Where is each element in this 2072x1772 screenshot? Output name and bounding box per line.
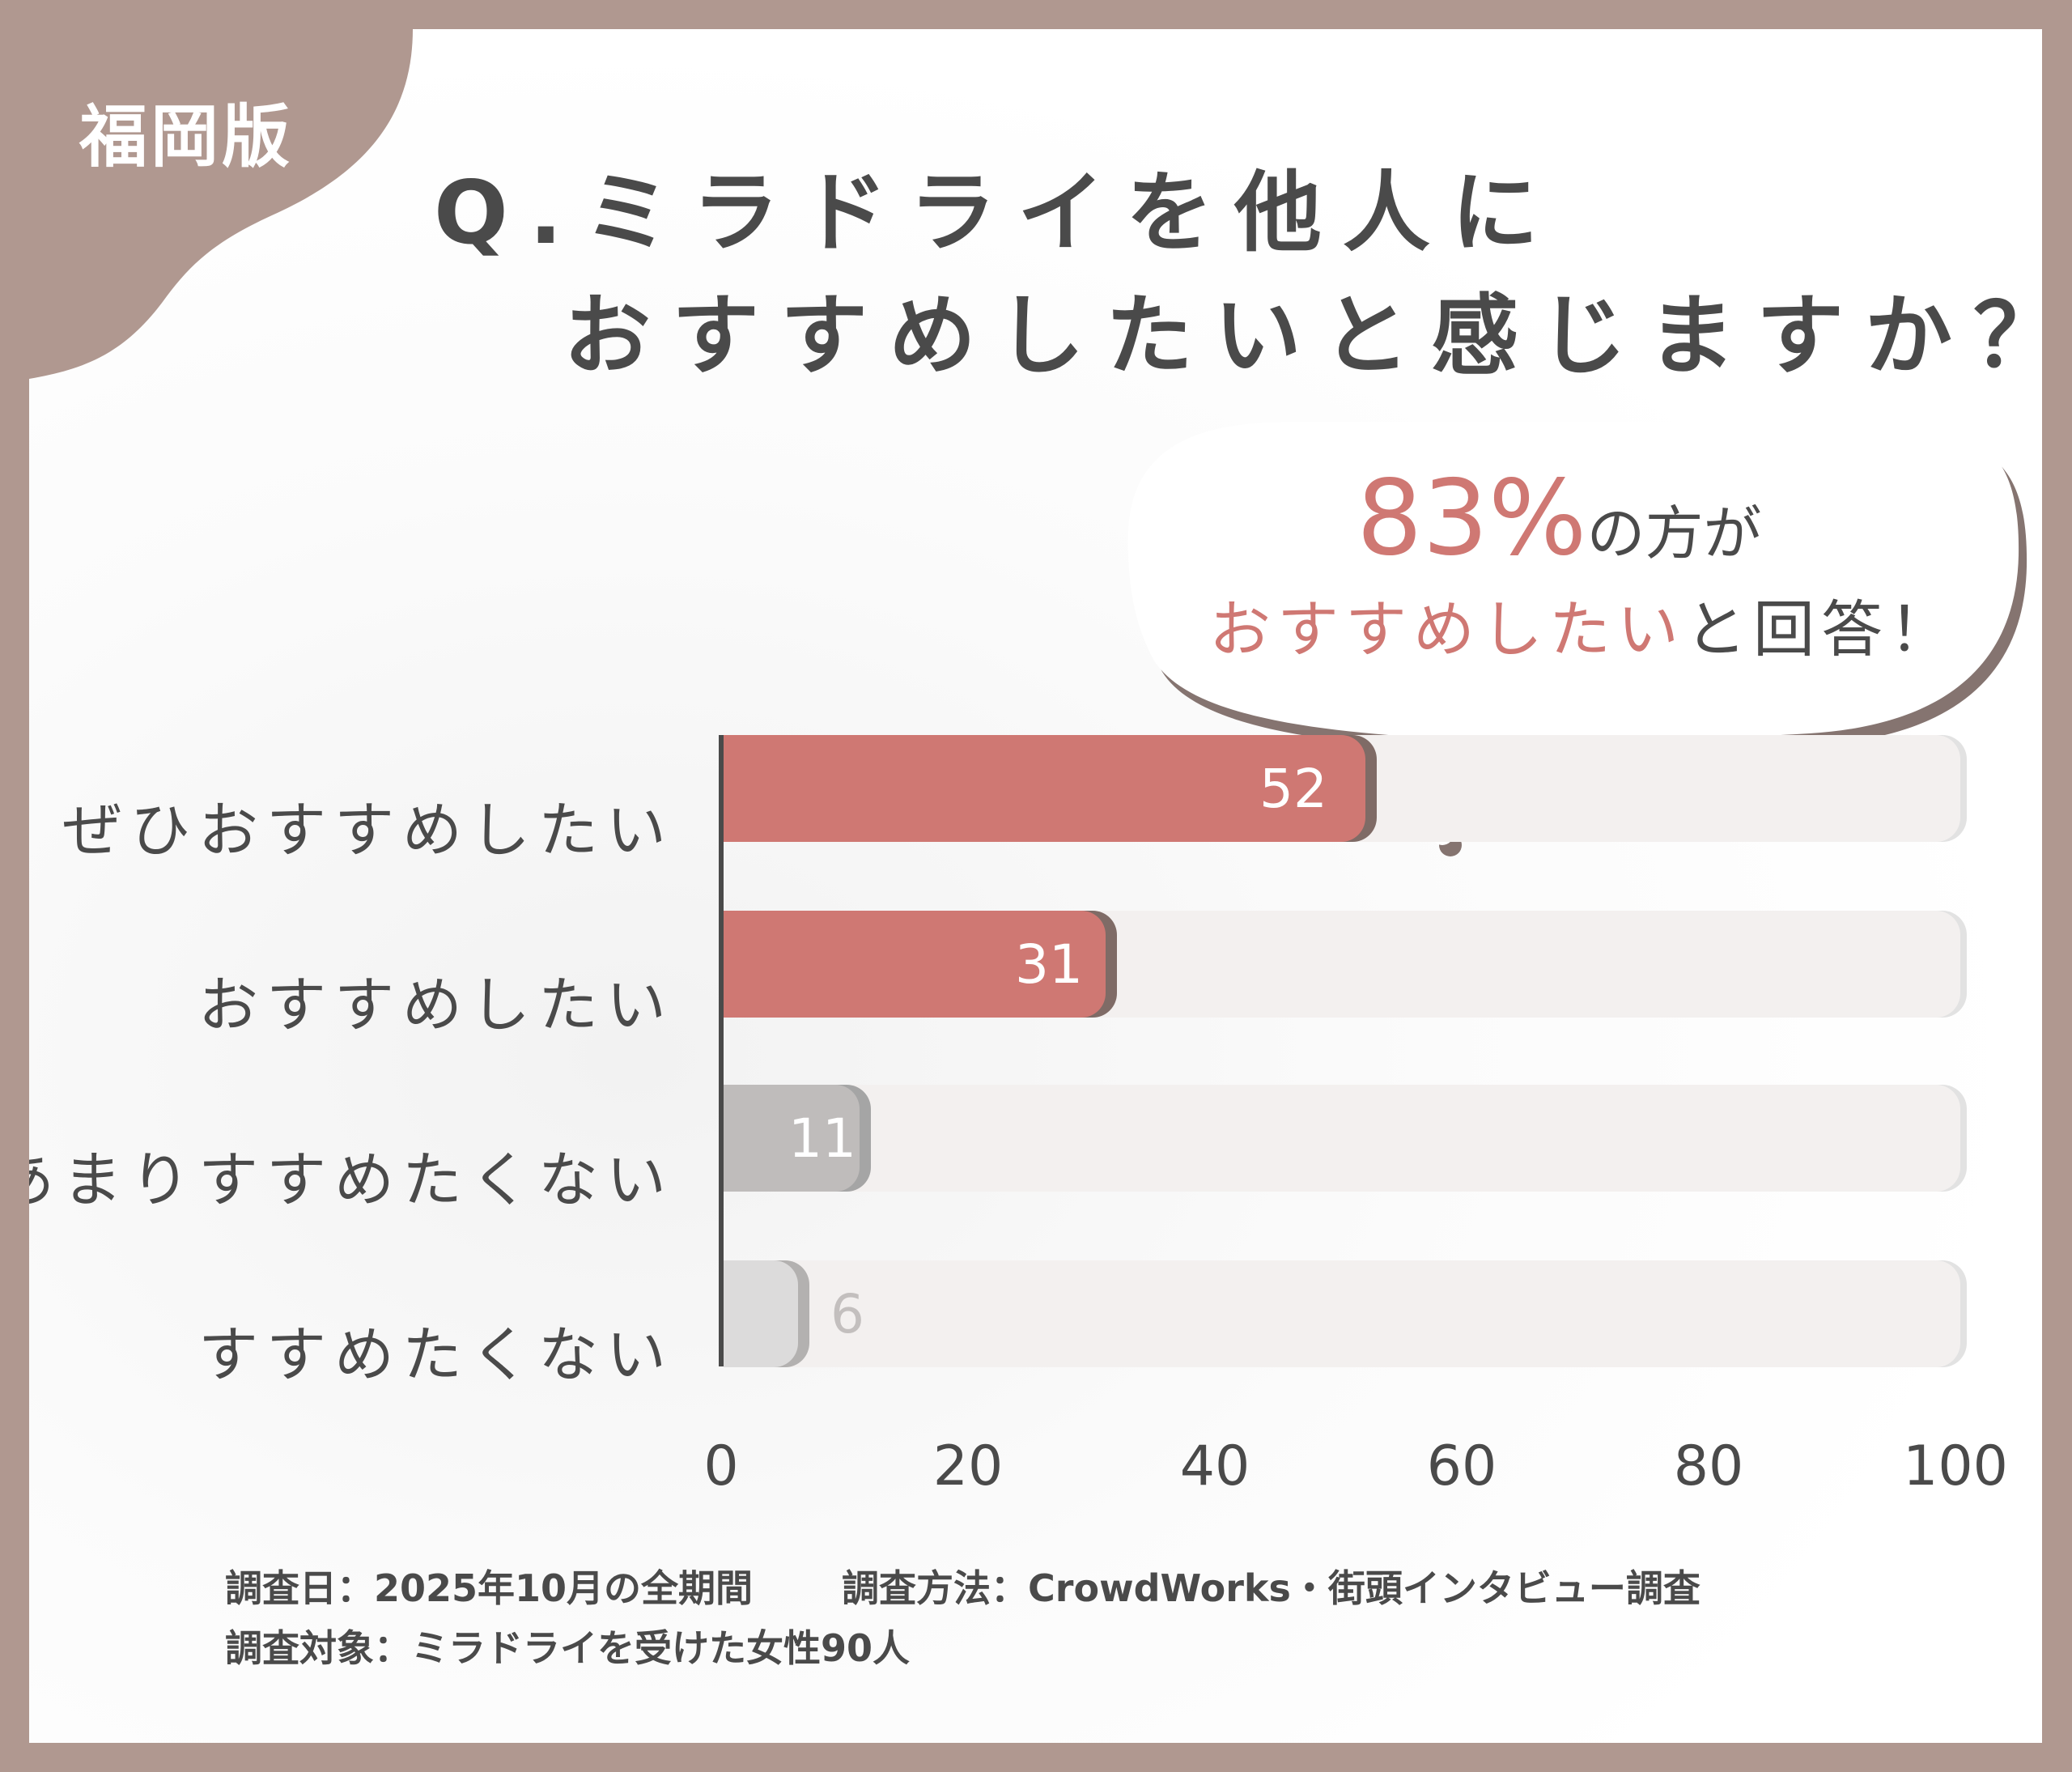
x-tick: 40 (1179, 1434, 1250, 1498)
bar-not-really-recommend (724, 1085, 860, 1192)
callout-highlight: おすすめしたい (1209, 593, 1685, 665)
bar-value-label: 6 (830, 1283, 864, 1345)
x-tick: 20 (932, 1434, 1004, 1498)
callout-percent: 83% (1357, 458, 1587, 579)
survey-target: 調査対象：ミラドライを受けた女性90人 (225, 1626, 911, 1670)
category-label: すすめたくない (198, 1320, 674, 1390)
y-axis-line (719, 735, 724, 1366)
category-label: あまりすすめたくない (29, 1145, 674, 1215)
bar-track (724, 1085, 1960, 1192)
callout-line2: おすすめしたいと回答！ (1209, 580, 1957, 669)
survey-date: 調査日：2025年10月の全期間 (225, 1566, 754, 1610)
bar-track (724, 1260, 1960, 1367)
x-tick: 0 (703, 1434, 739, 1498)
category-label: ぜひおすすめしたい (62, 796, 674, 865)
callout-line1-rest: の方が (1586, 499, 1762, 567)
survey-info-line1: 調査日：2025年10月の全期間 調査方法：CrowdWorks・街頭インタビュー… (225, 1559, 1700, 1613)
x-tick: 100 (1903, 1434, 2008, 1498)
callout-line2-rest: と回答！ (1685, 593, 1957, 665)
survey-method: 調査方法：CrowdWorks・街頭インタビュー調査 (842, 1566, 1700, 1610)
bar-value-label: 52 (1259, 758, 1327, 820)
bar-value-label: 11 (788, 1107, 856, 1170)
category-label: おすすめしたい (198, 971, 674, 1040)
bar-recommend (724, 911, 1106, 1018)
question-title-line2: おすすめしたいと感じますか？ (563, 286, 2042, 387)
corner-blob (29, 29, 413, 379)
bar-strongly-recommend (724, 735, 1365, 842)
x-tick: 80 (1673, 1434, 1744, 1498)
bar-not-recommend (724, 1260, 798, 1367)
region-tag: 福岡版 (79, 97, 294, 176)
x-tick: 60 (1426, 1434, 1497, 1498)
bar-value-label: 31 (1015, 933, 1083, 996)
infographic-card: 福岡版 Q.ミラドライを他人に おすすめしたいと感じますか？ 83%の方が おす… (29, 29, 2042, 1743)
question-title-line1: Q.ミラドライを他人に (434, 163, 1560, 264)
callout-line1: 83%の方が (1357, 458, 1762, 579)
